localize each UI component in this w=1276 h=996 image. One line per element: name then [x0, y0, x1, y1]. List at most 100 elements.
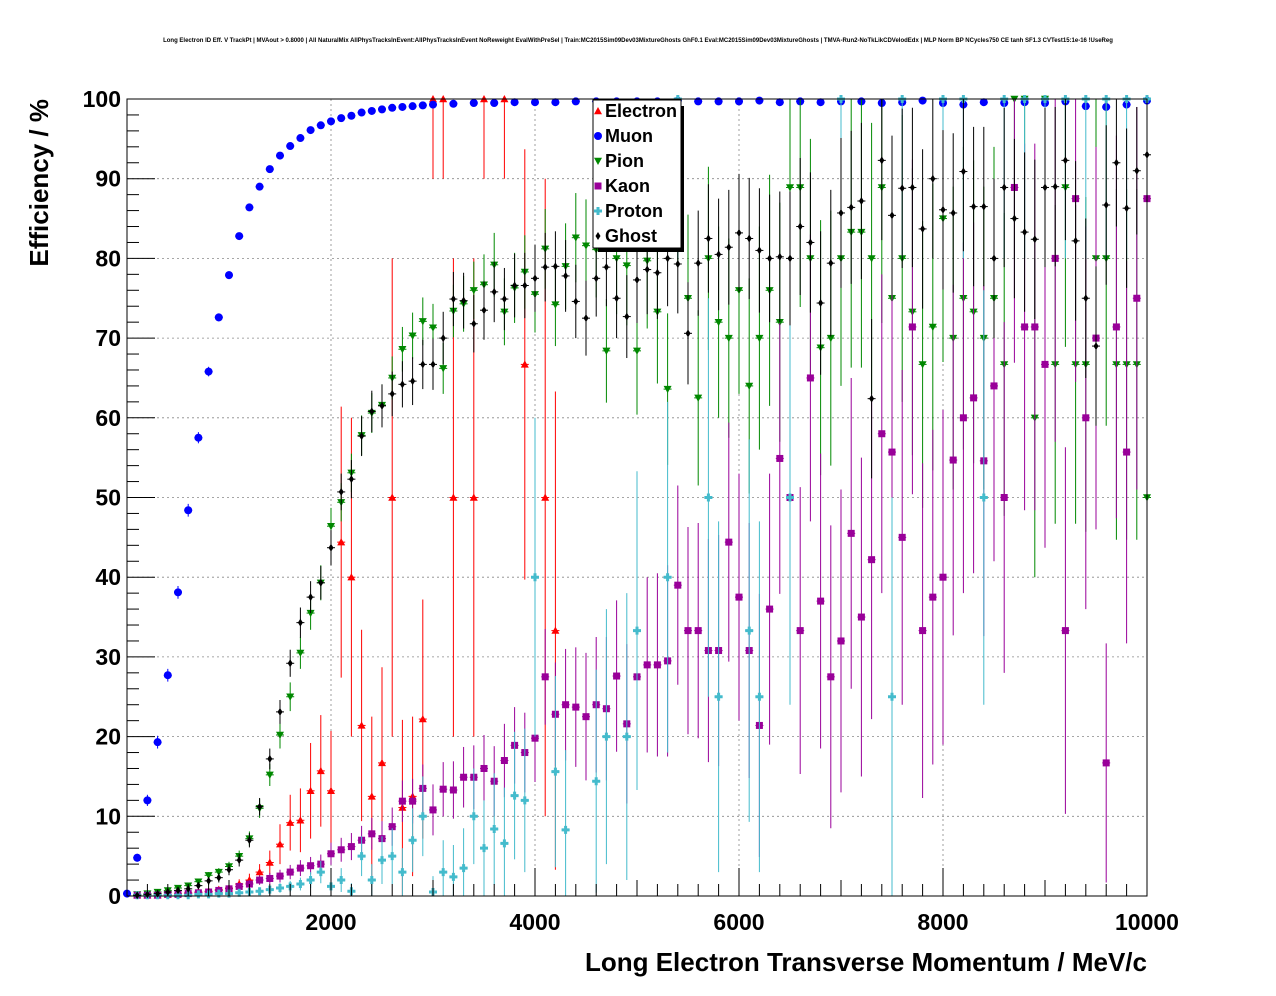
proton-point [714, 521, 723, 873]
electron-point [357, 629, 366, 822]
data-marker [1041, 360, 1049, 368]
data-marker [929, 593, 937, 601]
data-marker [143, 796, 152, 805]
data-marker [388, 493, 397, 501]
data-marker [1082, 414, 1090, 422]
ghost-point [306, 581, 315, 614]
data-marker [665, 254, 671, 263]
data-marker [572, 703, 580, 711]
data-marker [694, 627, 702, 635]
ghost-point [704, 184, 713, 293]
kaon-point [561, 648, 570, 761]
data-marker [786, 493, 794, 502]
data-marker [775, 98, 784, 107]
data-marker [429, 324, 437, 332]
data-marker [236, 856, 242, 865]
data-marker [674, 581, 682, 589]
electron-point [388, 258, 397, 737]
data-marker [663, 573, 672, 582]
data-marker [726, 243, 732, 252]
muon-point [194, 432, 203, 444]
data-marker [979, 493, 988, 502]
ghost-point [286, 649, 295, 677]
muon-point [367, 106, 376, 115]
data-marker [286, 693, 295, 701]
data-marker [878, 430, 886, 438]
data-marker [817, 597, 825, 605]
data-marker [777, 252, 783, 261]
ghost-point [337, 473, 346, 511]
ghost-point [888, 135, 896, 296]
data-marker [714, 318, 723, 327]
data-marker [990, 382, 998, 390]
muon-point [204, 366, 213, 377]
data-marker [368, 830, 376, 838]
data-marker [469, 287, 478, 295]
data-marker [551, 767, 560, 776]
ghost-point [408, 357, 417, 406]
data-marker [582, 713, 590, 721]
data-marker [918, 96, 927, 105]
data-marker [940, 205, 946, 214]
muon-point [296, 134, 305, 143]
electron-point [327, 731, 335, 851]
data-marker [1022, 228, 1028, 237]
y-tick-label: 70 [95, 325, 121, 351]
data-marker [745, 626, 754, 635]
chart-title: Long Electron ID Eff. V TrackPt | MVAout… [163, 38, 1113, 44]
data-marker [418, 318, 427, 326]
data-marker [367, 876, 376, 885]
kaon-point [500, 723, 509, 798]
data-marker [775, 318, 784, 327]
data-marker [235, 882, 243, 890]
ghost-point [551, 231, 560, 302]
data-marker [257, 802, 263, 811]
data-marker [439, 785, 447, 793]
muon-point [265, 165, 274, 174]
data-marker [724, 334, 733, 343]
muon-point [316, 121, 325, 130]
data-marker [908, 323, 916, 331]
kaon-point [480, 735, 488, 802]
data-marker [337, 876, 346, 885]
ghost-point [225, 864, 233, 876]
ghost-point [949, 133, 958, 293]
ghost-point [296, 607, 305, 638]
data-marker [389, 389, 395, 398]
data-marker [510, 98, 519, 107]
data-marker [613, 672, 621, 680]
ghost-point [480, 280, 488, 340]
data-marker [246, 836, 252, 845]
data-marker [327, 786, 335, 794]
data-marker [175, 886, 181, 895]
data-marker [858, 197, 864, 206]
data-marker [736, 228, 742, 237]
proton-point [235, 888, 244, 897]
data-marker [418, 812, 427, 821]
data-marker [542, 263, 548, 272]
data-marker [316, 868, 325, 877]
legend-marker [594, 182, 602, 190]
ghost-point [429, 338, 437, 390]
proton-point [388, 828, 397, 885]
data-marker [265, 771, 274, 779]
electron-point [306, 742, 315, 839]
data-marker [327, 522, 335, 531]
data-marker [959, 414, 967, 422]
data-marker [928, 323, 937, 331]
data-marker [184, 506, 193, 515]
muon-point [510, 98, 519, 107]
ghost-point [327, 530, 335, 566]
data-marker [694, 394, 703, 402]
data-marker [848, 203, 854, 212]
data-marker [531, 734, 539, 742]
legend-item-proton: Proton [594, 201, 663, 221]
data-marker [898, 533, 906, 541]
data-marker [500, 839, 509, 848]
kaon-point [918, 463, 927, 798]
data-marker [869, 394, 875, 403]
proton-point [296, 877, 305, 891]
kaon-point [653, 573, 662, 757]
data-marker [195, 881, 201, 890]
